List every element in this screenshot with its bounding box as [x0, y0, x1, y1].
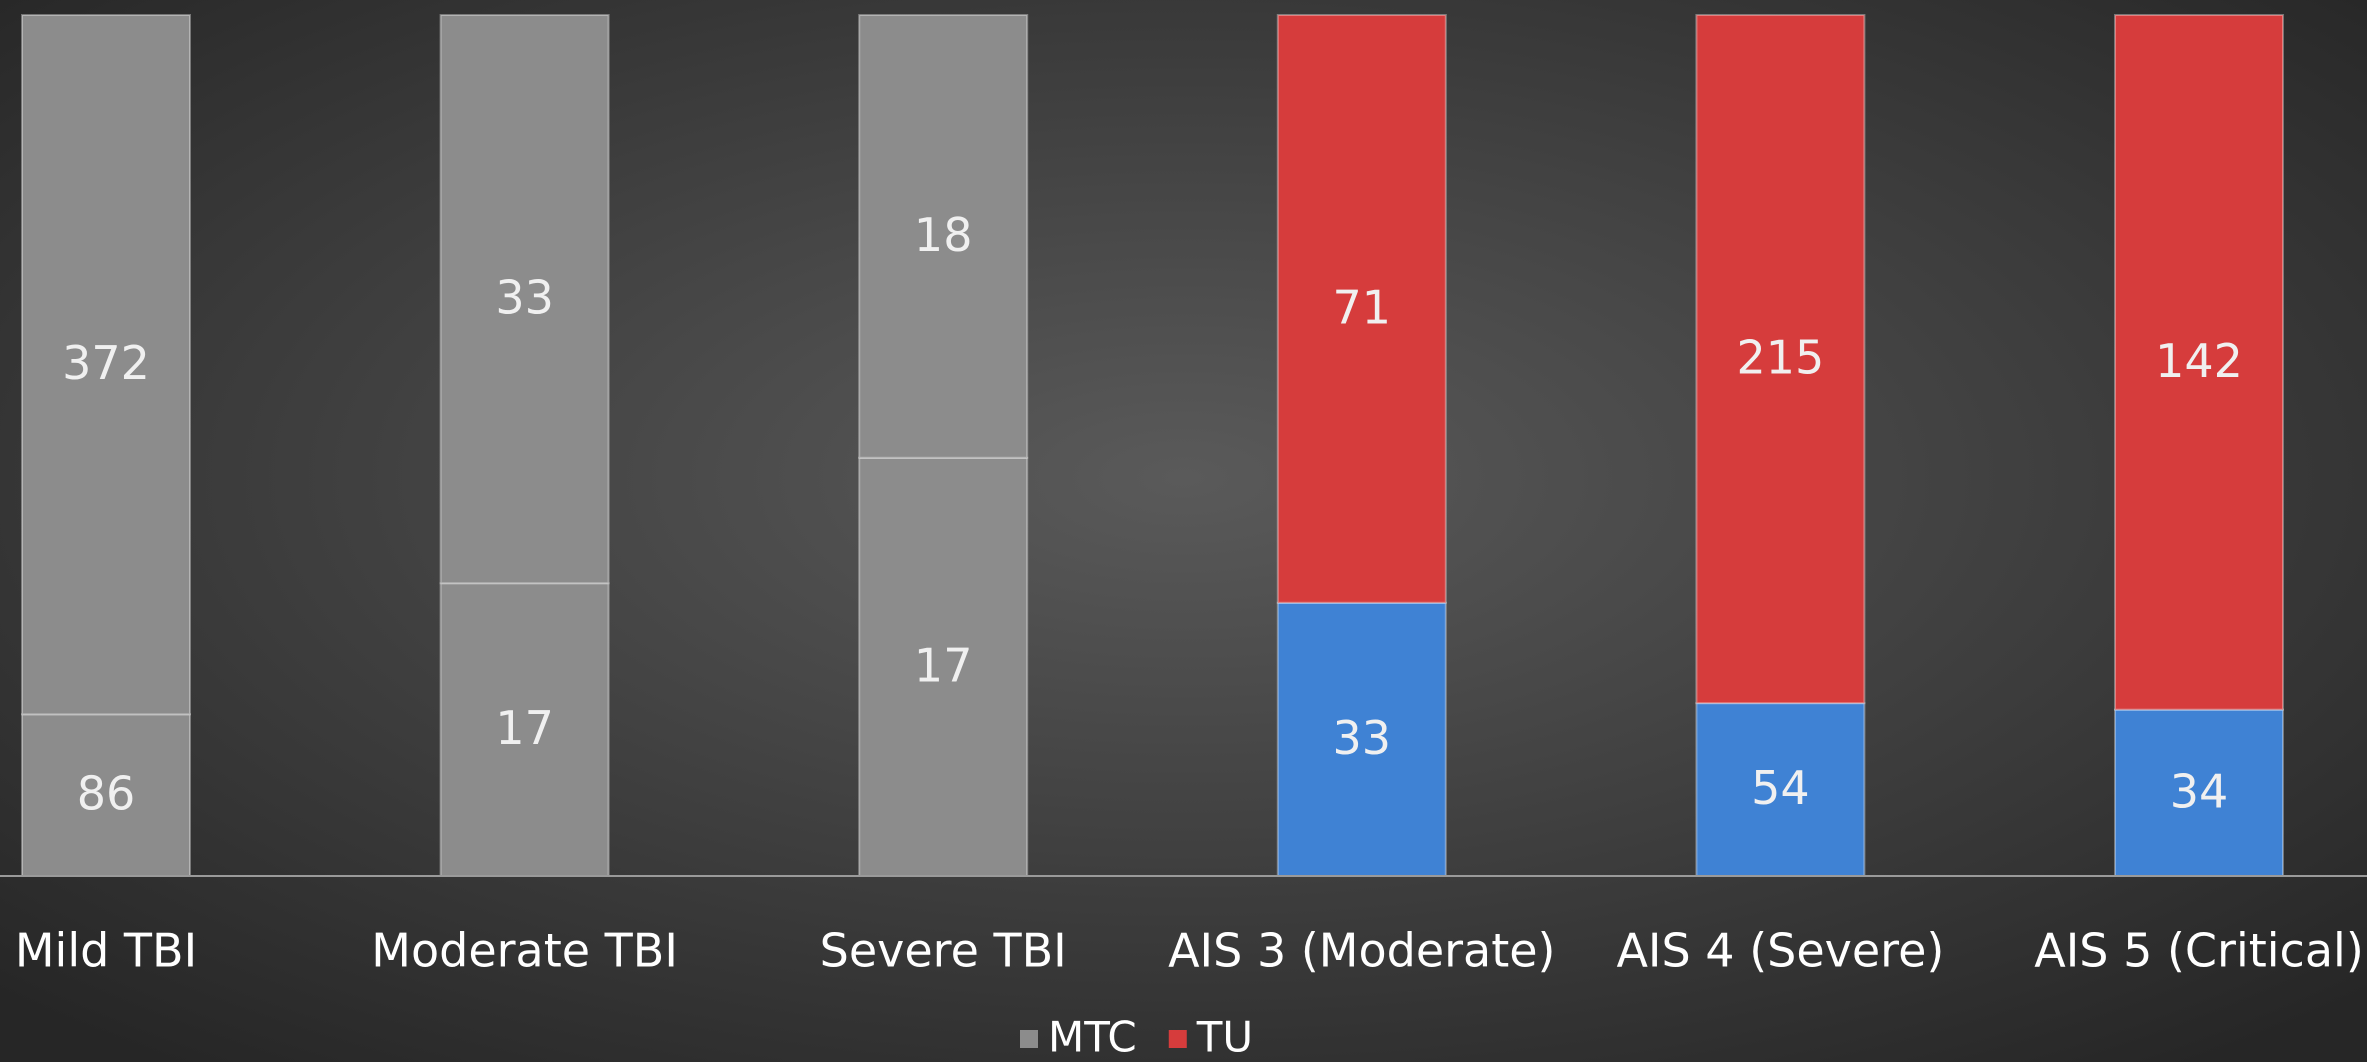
data-label: 17 [914, 638, 973, 692]
data-label: 142 [2155, 334, 2243, 388]
x-tick-label: Severe TBI [820, 924, 1067, 978]
x-tick-label: AIS 3 (Moderate) [1168, 924, 1555, 978]
bar-segment [21, 14, 191, 716]
legend-swatch [1020, 1030, 1038, 1048]
bar-segment [1695, 14, 1866, 705]
x-tick-label: Mild TBI [15, 924, 197, 978]
data-label: 33 [1333, 711, 1392, 765]
legend-label: TU [1196, 1013, 1253, 1062]
x-tick-label: AIS 5 (Critical) [2034, 924, 2364, 978]
bar-segment [1276, 14, 1447, 604]
data-label: 18 [914, 208, 973, 262]
x-tick-label: AIS 4 (Severe) [1616, 924, 1944, 978]
data-label: 33 [495, 271, 554, 325]
legend-swatch [1168, 1030, 1187, 1048]
data-label: 372 [62, 336, 150, 390]
data-label: 215 [1736, 331, 1824, 385]
data-label: 34 [2170, 764, 2229, 818]
bar-segment [2114, 708, 2284, 878]
data-label: 86 [77, 767, 136, 821]
data-label: 17 [495, 701, 554, 755]
legend-label: MTC [1048, 1013, 1137, 1062]
bar-segment [439, 14, 610, 585]
bar-segment [858, 14, 1029, 459]
bar-segment [2114, 14, 2284, 711]
x-tick-label: Moderate TBI [371, 924, 678, 978]
data-label: 71 [1333, 280, 1392, 334]
bar-segment [21, 713, 191, 877]
bar-segment [858, 456, 1029, 877]
data-label: 54 [1751, 761, 1810, 815]
